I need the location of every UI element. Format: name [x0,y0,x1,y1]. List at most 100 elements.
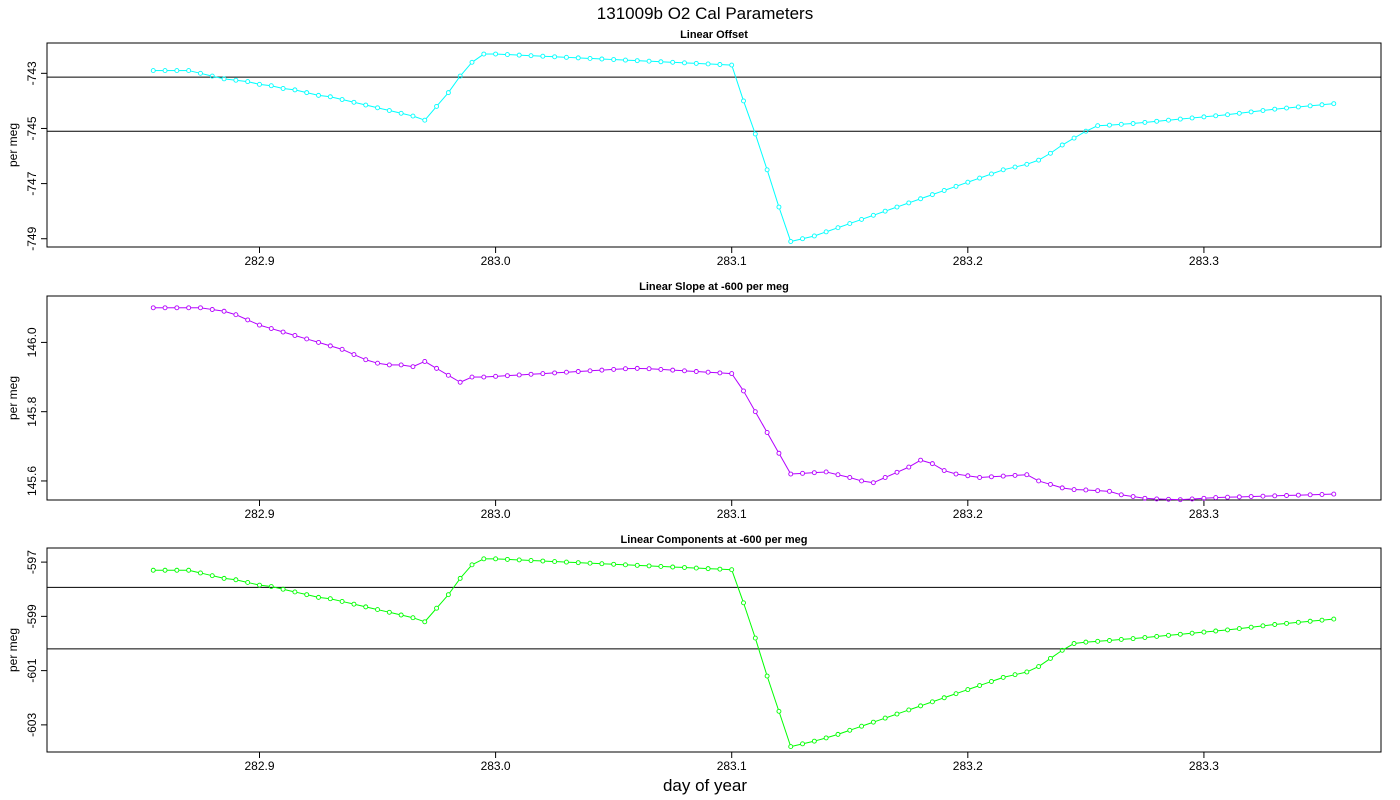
data-point [268,83,274,89]
line-segment [1312,619,1320,622]
line-segment [1288,622,1297,624]
line-segment [828,734,836,738]
data-point [953,183,959,189]
data-point [434,605,440,611]
data-point [835,472,841,478]
line-segment [1123,494,1131,497]
data-point [162,305,168,311]
data-point [1166,117,1171,123]
x-tick-label: 283.0 [481,759,511,773]
data-point [988,679,994,684]
data-point [599,56,605,62]
data-point [1048,655,1053,661]
line-segment [249,81,258,85]
data-point [575,55,581,61]
panel-2: Linear Slope at -600 per meg 282.9 283.0 28… [6,281,1382,521]
line-segment [779,713,791,745]
data-point [1201,114,1207,120]
line-segment [426,362,435,368]
line-segment [910,460,919,467]
line-segment [1324,103,1332,106]
data-point [906,464,912,470]
line-segment [934,190,943,195]
data-point [965,473,971,479]
data-point [1142,495,1148,501]
data-point [847,475,853,480]
line-segment [922,194,931,199]
data-point [327,94,333,100]
line-segment [1028,475,1037,481]
line-segment [1312,104,1320,107]
data-point [847,727,853,733]
data-point [174,305,180,311]
line-segment [981,681,990,686]
line-segment [461,377,471,382]
data-point [351,352,357,357]
data-point [386,362,392,368]
line-segment [1028,160,1037,165]
data-point [445,90,451,96]
line-segment [875,718,884,722]
data-point [339,346,345,352]
line-segment [767,171,779,206]
data-point [977,683,983,688]
data-point [1295,104,1301,110]
data-point [245,580,251,585]
data-point [894,204,900,210]
y-axis-title: per meg [6,376,20,420]
data-point [150,567,156,573]
line-segment [1040,481,1049,485]
line-segment [839,474,848,478]
data-point [1083,128,1089,134]
data-point [1024,472,1030,478]
data-point [953,471,959,477]
line-segment [437,595,448,607]
line-segment [1253,625,1261,628]
x-tick-label: 282.9 [244,759,274,773]
data-point [693,60,699,66]
x-tick-label: 282.9 [244,254,274,268]
line-segment [1158,119,1167,122]
line-segment [898,710,907,714]
data-point [1213,495,1219,501]
data-point [257,322,262,328]
data-point [646,366,652,372]
line-segment [237,315,246,320]
data-point [552,54,558,60]
data-point [233,77,239,83]
data-point [1012,672,1018,678]
x-tick-label: 283.1 [717,254,747,268]
data-point [1189,630,1195,636]
line-segment [367,105,376,108]
data-point [422,117,428,123]
data-point [717,370,723,376]
panel-3: Linear Components at -600 per meg 282.9 28… [6,534,1382,773]
data-point [1213,113,1219,119]
data-point [823,469,829,475]
line-segment [792,238,801,242]
line-segment [320,342,329,346]
data-point [516,557,522,563]
data-point [977,475,983,480]
panels: Linear Offset 282.9 283.0 283.1 283.2 283.3 -7… [6,29,1382,773]
data-point [386,609,392,615]
data-point [457,73,463,79]
line-segment [1111,123,1120,126]
data-point [1012,472,1018,478]
data-point [1071,135,1077,141]
line-segment [1206,630,1214,633]
data-point [316,92,321,98]
line-segment [1028,667,1037,672]
data-point [1307,103,1313,109]
data-point [1248,624,1254,630]
line-segment [969,685,978,690]
data-point [1319,102,1325,108]
line-segment [1300,620,1309,623]
data-point [1071,487,1077,493]
y-tick-label: -597 [25,550,39,574]
line-segment [1324,618,1332,621]
data-point [410,615,416,621]
data-point [563,369,569,375]
data-point [870,480,876,486]
